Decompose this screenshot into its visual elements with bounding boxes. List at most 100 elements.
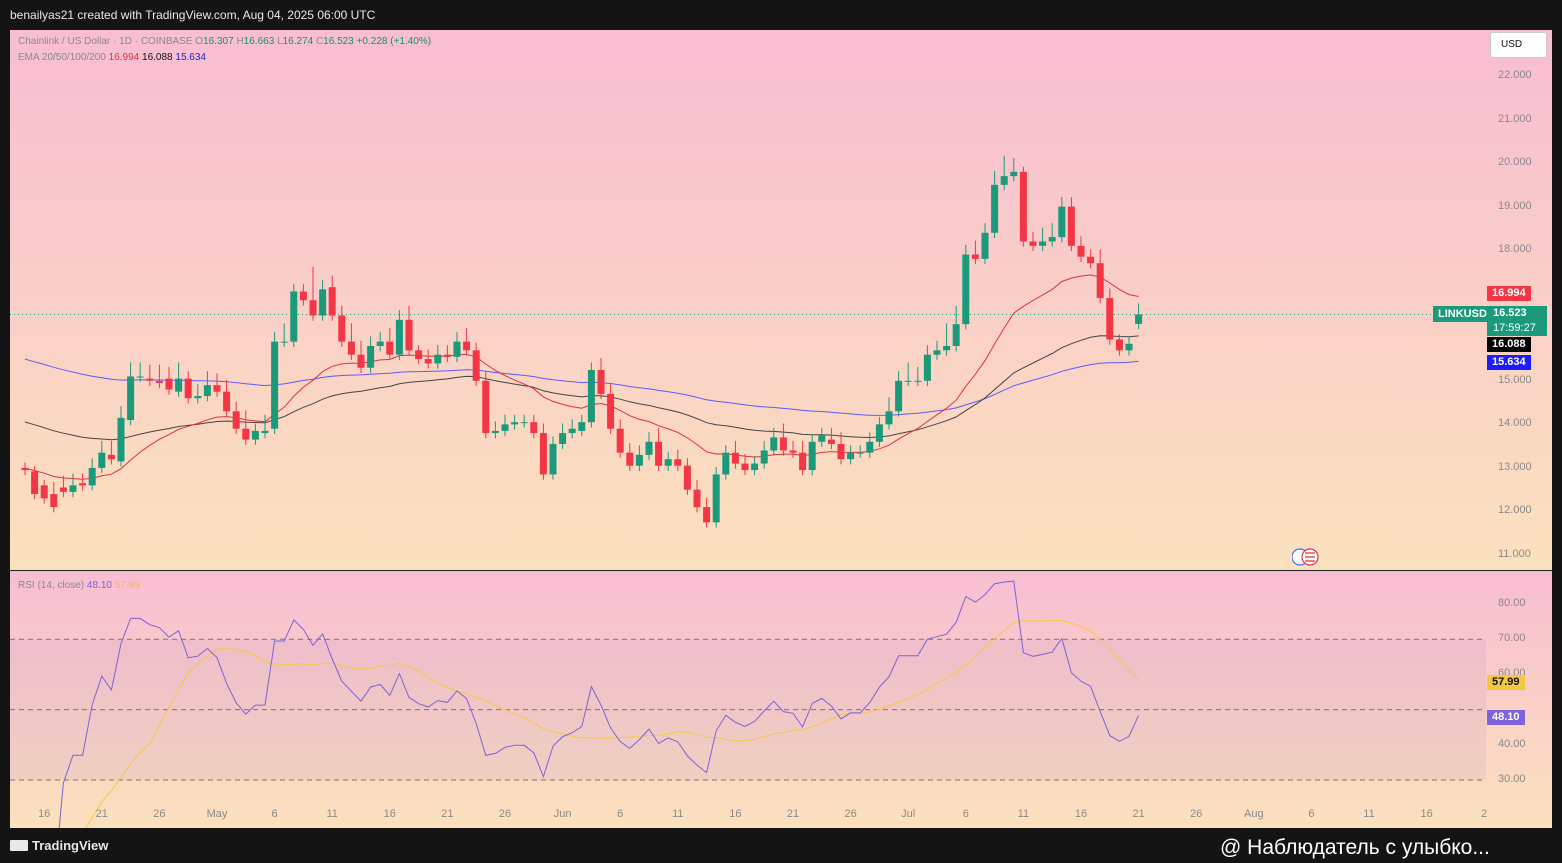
price-tick-label: 20.000 (1498, 156, 1532, 169)
price-pane[interactable]: Chainlink / US Dollar · 1D · COINBASE O1… (10, 30, 1552, 570)
candle-body (1067, 206, 1075, 246)
candle-body (635, 454, 643, 466)
candle-body (568, 428, 576, 434)
candle-body (463, 341, 471, 351)
candle-body (367, 345, 375, 368)
time-tick-label: 26 (1190, 808, 1203, 820)
time-tick-label: 2 (1481, 808, 1488, 820)
time-tick-label: 11 (1017, 808, 1030, 820)
price-tick-label: 13.000 (1498, 460, 1532, 473)
symbol-tag: LINKUSD (1433, 306, 1492, 322)
rsi-tick-label: 70.00 (1498, 632, 1526, 645)
candle-body (866, 441, 874, 453)
time-tick-label: 16 (1074, 808, 1088, 820)
candle-body (837, 443, 845, 460)
price-tick-label: 15.000 (1498, 373, 1532, 386)
candle-body (770, 437, 778, 451)
candle-body (1087, 256, 1095, 264)
candle-body (1029, 241, 1037, 246)
candle-body (789, 450, 797, 453)
candle-body (472, 350, 480, 381)
time-tick-label: 16 (1420, 808, 1433, 820)
ema-legend: EMA 20/50/100/200 16.994 16.088 15.634 (18, 52, 206, 63)
candle-body (203, 385, 211, 397)
rsi-tick-label: 80.00 (1498, 597, 1526, 609)
candle-body (405, 319, 413, 351)
candle-body (271, 341, 279, 429)
candle-body (376, 341, 384, 346)
candle-body (242, 428, 250, 440)
rsi-legend-value: 48.10 (86, 580, 112, 591)
rsi-legend-label: RSI (14, close) (18, 580, 85, 591)
candle-body (1010, 171, 1018, 177)
time-axis[interactable]: 16 21 26 May 6 11 16 21 26 Jun 6 11 16 21 26 Jul 6 11 16 21… (10, 800, 1488, 828)
time-tick-label: 11 (1363, 808, 1375, 820)
candle-body (386, 341, 394, 355)
candle-body (415, 350, 423, 360)
candle-body (1125, 343, 1133, 351)
ema50-value: 16.088 (142, 52, 173, 63)
candle-body (933, 350, 941, 355)
ema20-line (24, 274, 1139, 480)
candle-body (943, 345, 951, 351)
candle-body (923, 354, 931, 381)
candle-body (549, 443, 557, 475)
candle-body (155, 380, 163, 383)
candle-body (79, 483, 87, 486)
bar-countdown: 17:59:27 (1493, 322, 1536, 334)
legend-open: 16.307 (203, 36, 234, 47)
time-tick-label: 11 (672, 808, 684, 820)
time-tick-label: 26 (844, 808, 857, 820)
candle-body (904, 380, 912, 382)
candle-body (434, 354, 442, 364)
currency-button[interactable]: USD (1490, 32, 1547, 58)
price-tick-label: 12.000 (1498, 504, 1532, 517)
candle-body (847, 452, 855, 460)
rsi-legend: RSI (14, close) 48.10 57.99 (18, 580, 140, 591)
flag-icon[interactable] (1292, 547, 1320, 567)
candle-body (1106, 298, 1114, 340)
candle-body (165, 378, 173, 390)
candle-body (290, 291, 298, 342)
time-tick-label: 16 (38, 808, 51, 820)
candle-body (818, 435, 826, 442)
price-chart (10, 155, 1484, 528)
time-tick-label: 26 (153, 808, 166, 820)
ema50-line (24, 335, 1139, 441)
candle-body (395, 319, 403, 355)
candle-body (712, 474, 720, 523)
price-tick-label: 19.000 (1498, 199, 1532, 212)
tradingview-logo[interactable]: TradingView (10, 838, 108, 853)
candle-body (482, 380, 490, 434)
pane-divider[interactable] (10, 570, 1552, 571)
rsi-pane[interactable]: RSI (14, close) 48.10 57.99 80.00 70.00 60… (10, 571, 1552, 828)
candle-body (981, 232, 989, 259)
price-tick-label: 21.000 (1498, 112, 1532, 125)
candle-body (127, 376, 135, 421)
time-tick-label: 21 (1132, 808, 1145, 820)
candle-body (501, 424, 509, 431)
rsi-ma-legend-value: 57.99 (114, 580, 140, 591)
candle-body (597, 369, 605, 394)
candle-body (530, 422, 538, 434)
candle-body (31, 471, 39, 495)
ema-legend-label: EMA 20/50/100/200 (18, 52, 106, 63)
candle-body (664, 459, 672, 466)
legend-close: 16.523 (323, 36, 354, 47)
ema20-value: 16.994 (108, 52, 140, 63)
candle-body (280, 341, 288, 343)
candle-body (319, 289, 327, 316)
candle-body (309, 300, 317, 316)
candle-body (885, 411, 893, 425)
candle-body (59, 487, 67, 492)
candle-body (21, 467, 29, 471)
candle-body (223, 391, 231, 412)
candle-body (261, 430, 269, 434)
candle-body (616, 428, 624, 453)
candle-body (626, 452, 634, 466)
chart-frame[interactable]: Chainlink / US Dollar · 1D · COINBASE O1… (10, 30, 1552, 828)
candle-body (1058, 206, 1066, 238)
candle-body (50, 494, 58, 508)
candle-body (184, 378, 192, 399)
candle-body (1039, 241, 1047, 246)
